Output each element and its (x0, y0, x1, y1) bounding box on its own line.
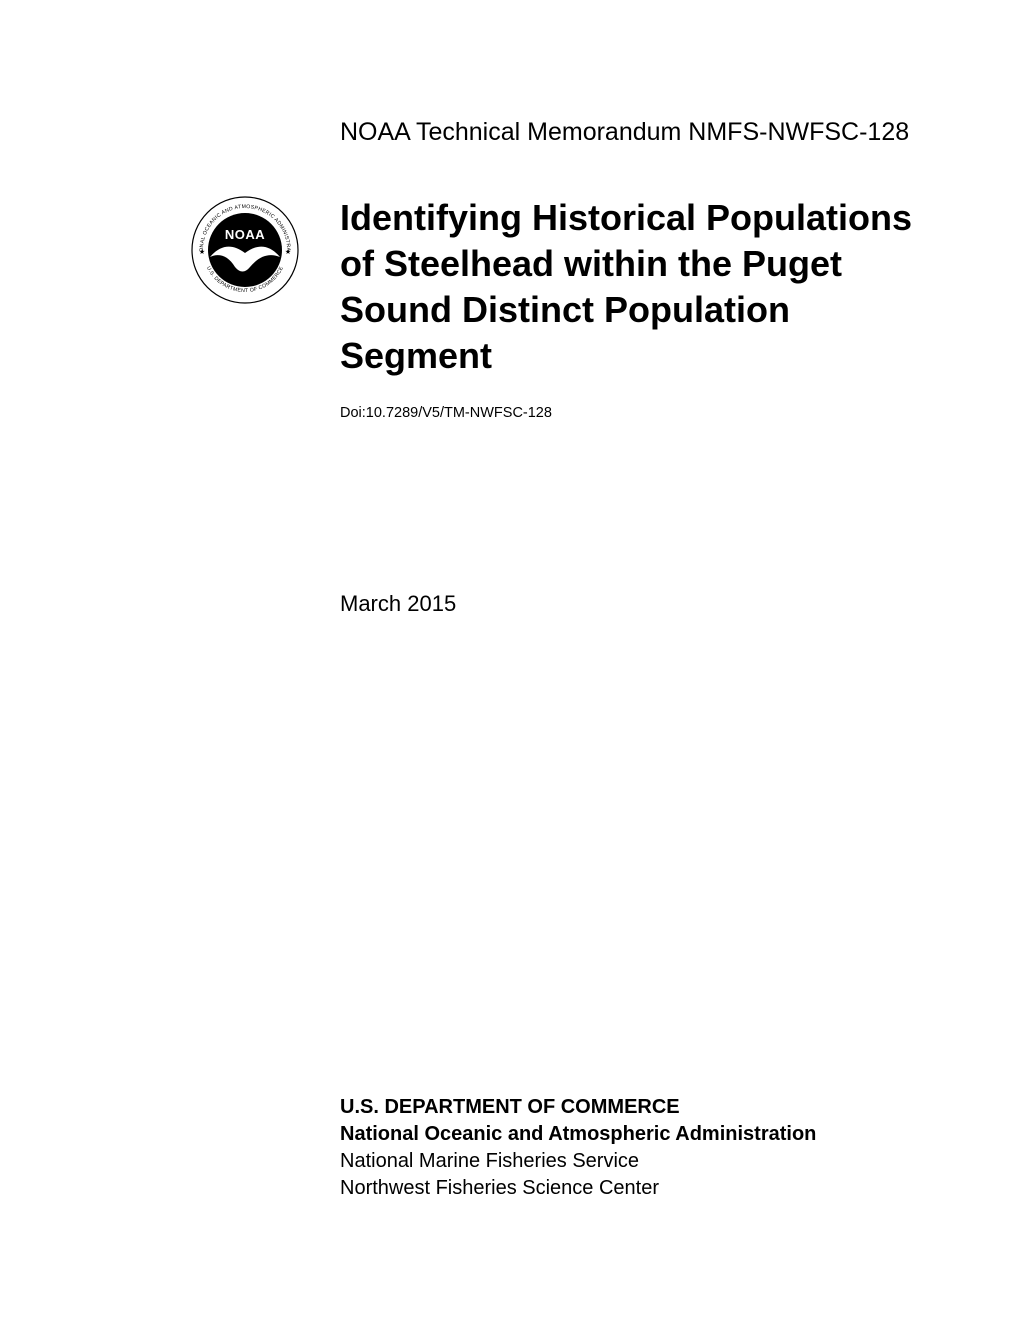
title-block: Identifying Historical Populations of St… (340, 195, 920, 421)
footer-center: Northwest Fisheries Science Center (340, 1175, 816, 1202)
header-row: NATIONAL OCEANIC AND ATMOSPHERIC ADMINIS… (100, 195, 920, 421)
footer-service: National Marine Fisheries Service (340, 1148, 816, 1175)
logo-container: NATIONAL OCEANIC AND ATMOSPHERIC ADMINIS… (100, 195, 340, 310)
footer-block: U.S. DEPARTMENT OF COMMERCE National Oce… (340, 1094, 816, 1202)
logo-text: NOAA (225, 227, 265, 242)
publication-date: March 2015 (340, 591, 920, 617)
footer-admin: National Oceanic and Atmospheric Adminis… (340, 1121, 816, 1148)
content-column: March 2015 (340, 591, 920, 617)
noaa-logo-icon: NATIONAL OCEANIC AND ATMOSPHERIC ADMINIS… (190, 195, 300, 305)
doi-text: Doi:10.7289/V5/TM-NWFSC-128 (340, 405, 920, 421)
footer-dept: U.S. DEPARTMENT OF COMMERCE (340, 1094, 816, 1121)
memo-number: NOAA Technical Memorandum NMFS-NWFSC-128 (340, 118, 920, 147)
svg-text:★: ★ (199, 248, 205, 256)
document-page: NOAA Technical Memorandum NMFS-NWFSC-128… (0, 0, 1020, 1320)
svg-text:★: ★ (285, 248, 291, 256)
document-title: Identifying Historical Populations of St… (340, 195, 920, 379)
